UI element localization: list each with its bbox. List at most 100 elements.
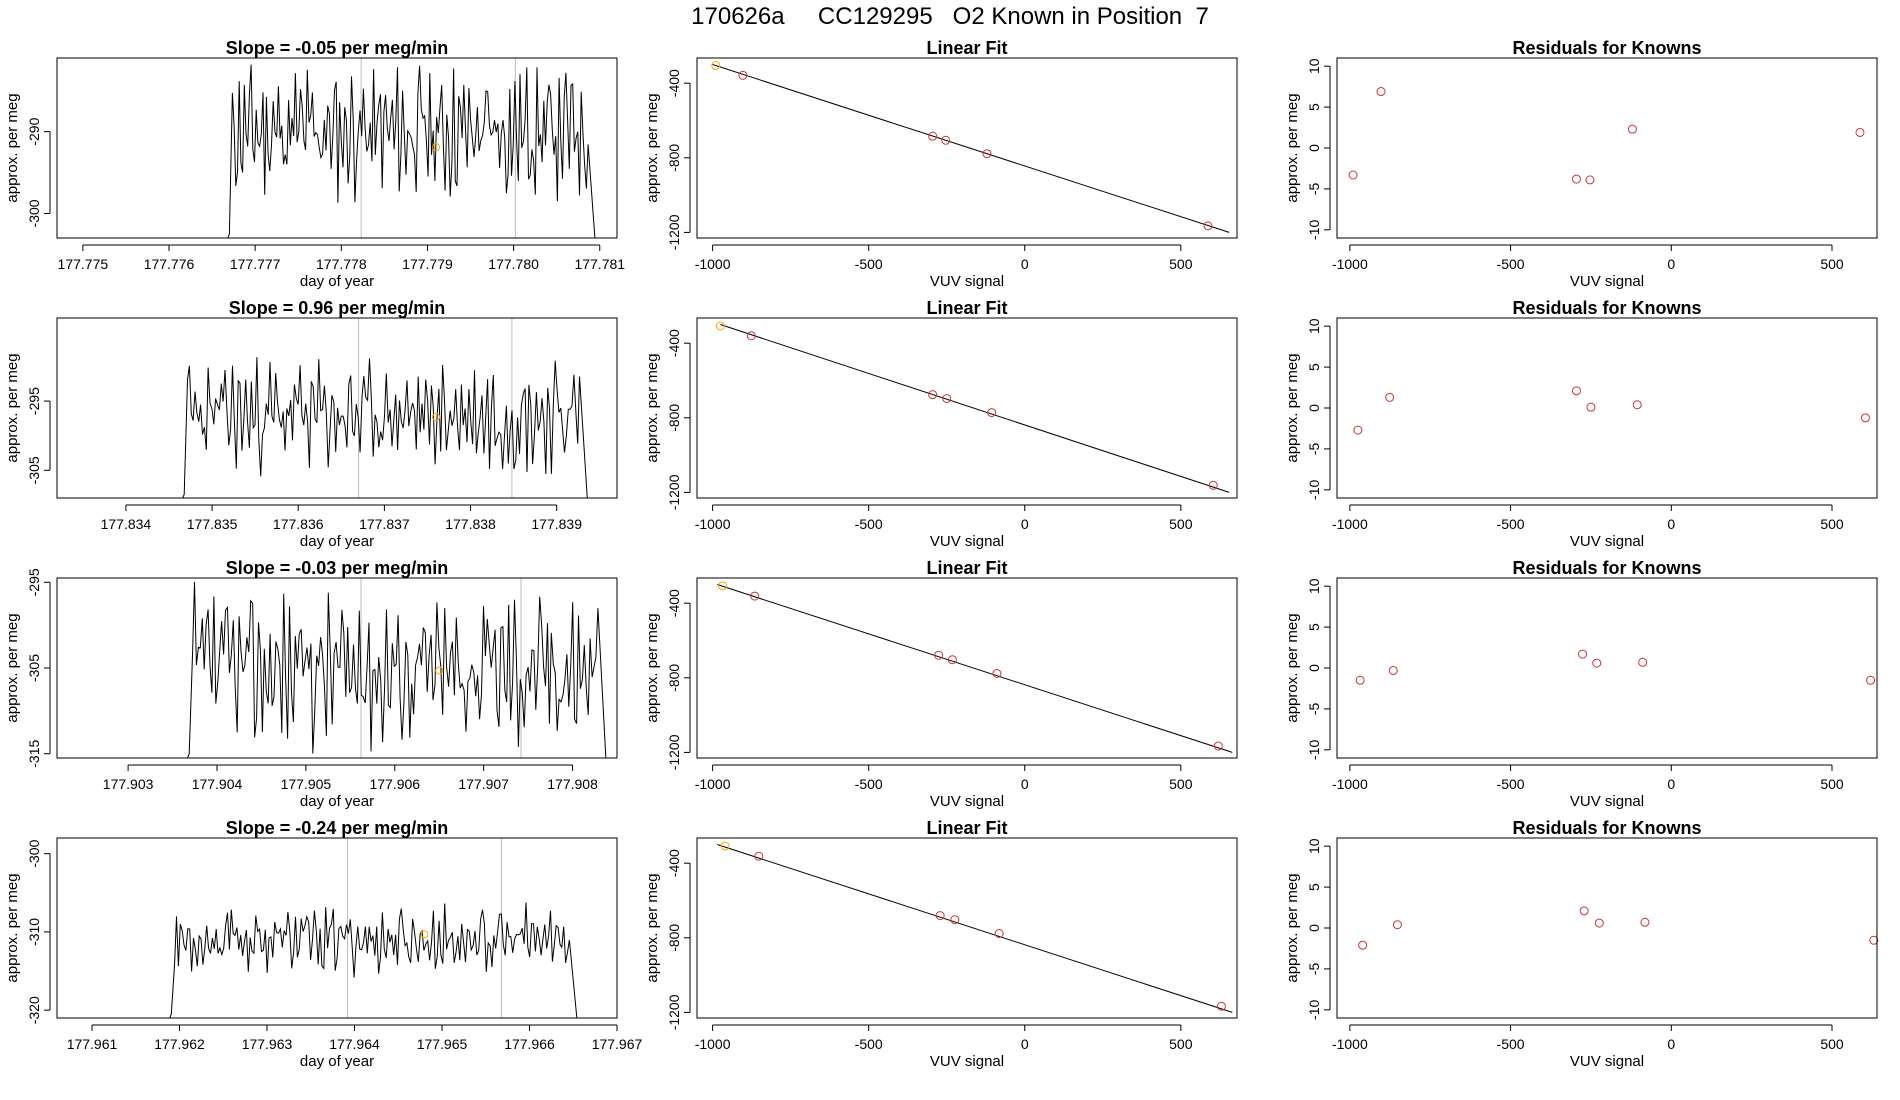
known-point — [750, 591, 760, 601]
panel-title: Residuals for Knowns — [1512, 38, 1701, 58]
known-point — [1638, 657, 1648, 667]
panel-residuals-4: -1000 -500 0 500 10 5 0 -5 -10 Residuals for Know… — [1284, 818, 1879, 1070]
x-tick-label: 500 — [1820, 516, 1844, 532]
known-point — [935, 911, 945, 921]
known-point — [941, 135, 951, 145]
plot-frame — [696, 577, 1238, 759]
x-tick-label: 177.962 — [154, 1036, 205, 1052]
x-axis-label: VUV signal — [1570, 793, 1644, 810]
x-tick-label: 177.834 — [101, 516, 152, 532]
known-point — [1627, 124, 1637, 134]
x-tick-label: 500 — [1820, 776, 1844, 792]
y-tick-label: -800 — [666, 924, 682, 952]
y-axis-label: approx. per meg — [644, 353, 661, 462]
x-tick-label: 177.904 — [192, 776, 243, 792]
plot-frame — [56, 577, 618, 759]
x-tick-label: 0 — [1667, 1036, 1675, 1052]
x-tick-label: 177.777 — [230, 256, 281, 272]
known-point — [1594, 918, 1604, 928]
plot-frame — [696, 317, 1238, 499]
known-point — [1348, 170, 1358, 180]
y-tick-label: -10 — [1306, 219, 1322, 239]
known-point — [1571, 386, 1581, 396]
y-axis-label: approx. per meg — [1284, 873, 1301, 982]
x-tick-label: -500 — [1497, 1036, 1525, 1052]
panel-residuals-3: -1000 -500 0 500 10 5 0 -5 -10 Residuals for Know… — [1284, 558, 1878, 810]
panel-residuals-1: -1000 -500 0 500 10 5 0 -5 -10 Residuals for Know… — [1284, 38, 1878, 290]
x-axis-label: VUV signal — [930, 1053, 1004, 1070]
y-tick-label: -10 — [1306, 999, 1322, 1019]
x-axis-label: day of year — [300, 793, 374, 810]
known-point — [1392, 920, 1402, 930]
known-point — [928, 390, 938, 400]
y-tick-label: -290 — [26, 117, 42, 145]
known-point — [994, 929, 1004, 939]
highlight-point — [715, 321, 725, 331]
known-point — [1860, 413, 1870, 423]
known-point — [1866, 675, 1876, 685]
y-tick-label: -800 — [666, 144, 682, 172]
y-tick-label: -400 — [666, 589, 682, 617]
y-tick-label: -320 — [26, 996, 42, 1024]
y-tick-label: -300 — [26, 839, 42, 867]
x-tick-label: 177.967 — [592, 1036, 643, 1052]
signal-trace — [186, 581, 607, 758]
x-axis-label: VUV signal — [930, 793, 1004, 810]
y-tick-label: -315 — [26, 739, 42, 767]
x-axis-label: VUV signal — [930, 533, 1004, 550]
panel-title: Linear Fit — [926, 818, 1007, 838]
x-tick-label: 500 — [1169, 256, 1193, 272]
y-tick-label: -1200 — [666, 214, 682, 250]
x-tick-label: 177.905 — [281, 776, 332, 792]
known-point — [1358, 940, 1368, 950]
highlight-point — [432, 143, 441, 152]
x-tick-label: 177.781 — [574, 256, 625, 272]
y-tick-label: 10 — [1306, 318, 1322, 334]
panel-title: Linear Fit — [926, 558, 1007, 578]
x-tick-label: 500 — [1820, 1036, 1844, 1052]
y-tick-label: -310 — [26, 918, 42, 946]
known-point — [1585, 175, 1595, 185]
y-tick-label: -305 — [26, 456, 42, 484]
y-axis-label: approx. per meg — [644, 873, 661, 982]
x-tick-label: 177.907 — [458, 776, 509, 792]
panel-timeseries-4: 177.961 177.962 177.963 177.964 177.965 177.9… — [4, 818, 643, 1070]
y-tick-label: -5 — [1306, 442, 1322, 455]
y-tick-label: 10 — [1306, 58, 1322, 74]
y-tick-label: 0 — [1306, 664, 1322, 672]
known-point — [746, 331, 756, 341]
panel-linear_fit-4: -1000 -500 0 500 -400 -800 -1200 Linear Fit VUV … — [644, 818, 1238, 1070]
x-tick-label: 0 — [1667, 256, 1675, 272]
known-point — [942, 394, 952, 404]
y-axis-label: approx. per meg — [4, 353, 21, 462]
highlight-point — [435, 666, 444, 675]
x-tick-label: -1000 — [1332, 256, 1368, 272]
y-tick-label: 0 — [1306, 404, 1322, 412]
y-tick-label: -400 — [666, 69, 682, 97]
panel-title: Slope = -0.24 per meg/min — [226, 818, 449, 838]
known-point — [1385, 392, 1395, 402]
panel-title: Linear Fit — [926, 38, 1007, 58]
known-point — [1579, 906, 1589, 916]
panel-timeseries-1: 177.775 177.776 177.777 177.778 177.779 177.7… — [4, 38, 625, 290]
figure-title: 170626a CC129295 O2 Known in Position 7 — [691, 3, 1209, 30]
x-tick-label: 177.965 — [417, 1036, 468, 1052]
x-tick-label: 177.776 — [144, 256, 195, 272]
y-tick-label: 10 — [1306, 578, 1322, 594]
known-point — [934, 650, 944, 660]
known-point — [982, 149, 992, 159]
fit-line — [717, 844, 1233, 1013]
x-tick-label: 177.961 — [67, 1036, 118, 1052]
x-tick-label: 0 — [1667, 776, 1675, 792]
x-tick-label: 177.906 — [369, 776, 420, 792]
x-axis-label: VUV signal — [1570, 273, 1644, 290]
x-tick-label: -500 — [855, 776, 883, 792]
y-tick-label: -1200 — [666, 474, 682, 510]
fit-line — [720, 324, 1230, 493]
x-tick-label: 500 — [1169, 776, 1193, 792]
y-tick-label: 5 — [1306, 363, 1322, 371]
x-tick-label: -500 — [1497, 776, 1525, 792]
known-point — [928, 131, 938, 141]
y-tick-label: -10 — [1306, 739, 1322, 759]
